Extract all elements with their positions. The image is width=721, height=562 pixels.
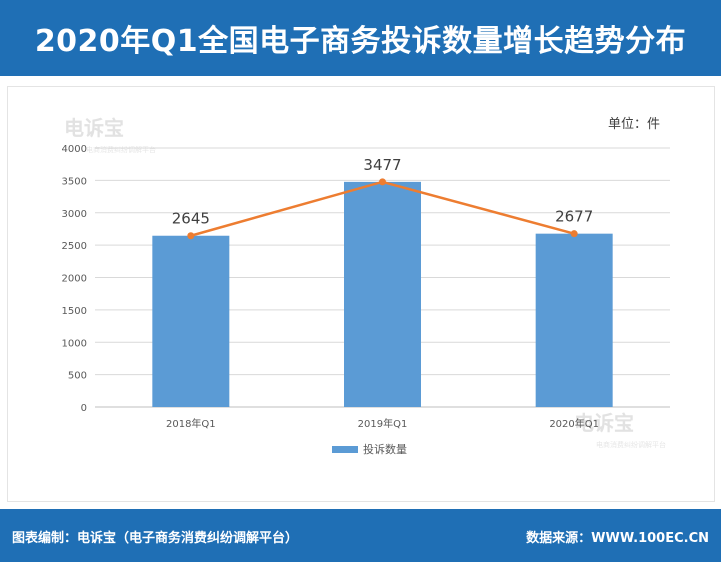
trend-line [187,178,578,240]
unit-label: 单位：件 [608,117,660,132]
x-tick-label: 2020年Q1 [549,417,599,430]
y-tick-label: 2500 [62,241,87,252]
header-banner: 2020年Q1全国电子商务投诉数量增长趋势分布 [0,0,721,76]
watermark-sub: 电商消费纠纷调解平台 [86,145,156,154]
legend: 投诉数量 [332,442,407,456]
x-tick-label: 2018年Q1 [166,417,216,430]
y-tick-label: 500 [68,371,87,382]
y-tick-label: 0 [81,403,87,414]
footer-source: 数据来源：WWW.100EC.CN [526,531,709,546]
data-label: 3477 [363,156,401,174]
page-title: 2020年Q1全国电子商务投诉数量增长趋势分布 [34,24,687,59]
watermark-top: 电诉宝 电商消费纠纷调解平台 [64,116,156,154]
watermark-brand-2: 电诉宝 [574,411,634,435]
y-tick-label: 2000 [62,274,87,285]
x-tick-label: 2019年Q1 [358,417,408,430]
trend-point [570,230,578,238]
legend-label: 投诉数量 [363,442,407,456]
watermark-brand: 电诉宝 [64,116,124,140]
trend-point [187,232,195,240]
y-axis-ticks: 0 500 1000 1500 2000 2500 3000 3500 4000 [62,144,87,414]
y-tick-label: 3000 [62,209,87,220]
y-tick-label: 3500 [62,176,87,187]
legend-swatch [332,446,358,453]
bar [535,233,613,407]
bar [152,235,230,407]
data-label: 2677 [555,208,593,226]
bar [344,181,421,407]
footer-credit: 图表编制：电诉宝（电子商务消费纠纷调解平台） [12,531,299,546]
watermark-bottom: 电诉宝 电商消费纠纷调解平台 [574,411,666,449]
data-label: 2645 [172,210,210,228]
x-axis-ticks: 2018年Q1 2019年Q1 2020年Q1 [166,417,599,430]
footer-bar: 图表编制：电诉宝（电子商务消费纠纷调解平台） 数据来源：WWW.100EC.CN [0,509,721,562]
y-tick-label: 1500 [62,306,87,317]
y-tick-label: 1000 [62,338,87,349]
bars [152,181,613,407]
data-labels: 2645 3477 2677 [172,156,594,228]
y-tick-label: 4000 [62,144,87,155]
watermark-sub-2: 电商消费纠纷调解平台 [596,440,666,449]
trend-point [379,178,386,186]
